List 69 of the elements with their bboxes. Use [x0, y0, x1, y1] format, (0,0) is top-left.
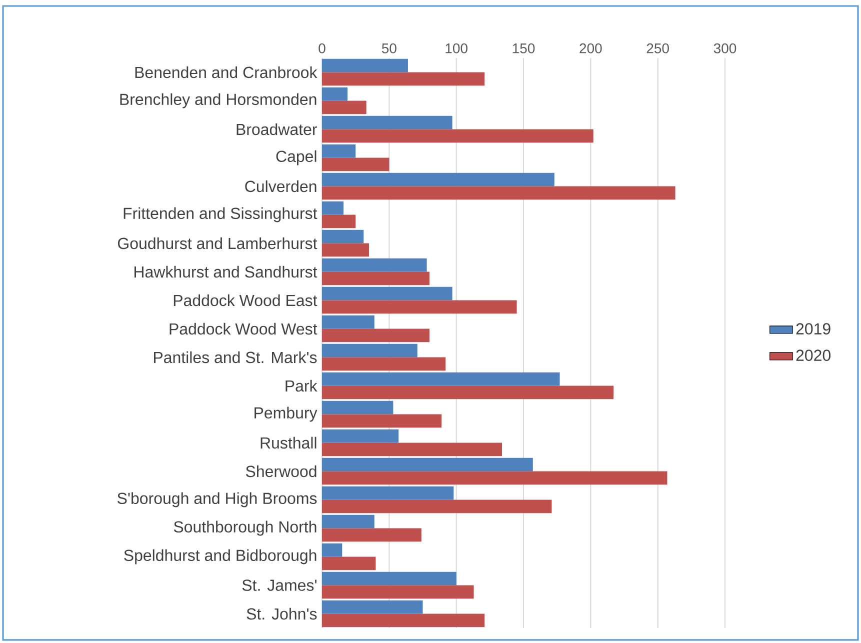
bar	[322, 500, 552, 514]
bar	[322, 58, 408, 72]
bar	[322, 442, 502, 456]
x-tick-label: 100	[446, 43, 468, 54]
y-tick-label: Paddock Wood East	[174, 294, 318, 306]
bar	[322, 87, 348, 101]
bar	[322, 243, 370, 257]
y-tick-label: Hawkhurst and Sandhurst	[134, 266, 318, 278]
x-tick-label: 50	[382, 43, 396, 54]
bar	[322, 614, 485, 628]
y-tick-label: Speldhurst and Bidborough	[124, 549, 316, 564]
y-tick-label: Southborough North	[174, 520, 316, 536]
bar	[322, 486, 454, 500]
bar	[322, 572, 456, 586]
bar	[322, 201, 344, 215]
x-tick-label: 150	[512, 43, 535, 54]
y-tick-label: Benenden and Cranbrook	[135, 66, 318, 78]
y-tick-label: Broadwater	[236, 123, 318, 136]
y-tick-label: Culverden	[245, 180, 316, 192]
y-tick-label: Pembury	[254, 406, 318, 422]
bar	[322, 144, 356, 158]
bar	[322, 600, 423, 614]
bar	[322, 471, 668, 485]
y-tick-label: Paddock Wood West	[170, 322, 318, 335]
bar	[322, 585, 474, 599]
y-tick-label: St. John's	[246, 608, 317, 620]
bar	[322, 556, 376, 570]
y-tick-label: Brenchley and Horsmonden	[120, 93, 316, 108]
bar	[322, 528, 422, 542]
legend-label: 2020	[796, 350, 830, 361]
y-tick-label: Goudhurst and Lamberhurst	[118, 237, 318, 250]
bar	[322, 328, 430, 342]
y-tick-label: Capel	[276, 150, 316, 166]
bar	[322, 400, 394, 414]
bar	[322, 414, 442, 428]
bar	[322, 116, 452, 130]
bar	[322, 286, 452, 300]
y-tick-label: Park	[286, 380, 318, 392]
y-tick-label: Frittenden and Sissinghurst	[124, 207, 318, 222]
bar	[322, 458, 533, 472]
bar	[322, 172, 554, 186]
bar	[322, 429, 399, 443]
bar	[322, 258, 427, 272]
x-tick-label: 300	[714, 43, 736, 54]
x-tick-label: 0	[318, 43, 326, 54]
bar	[322, 214, 356, 228]
bar	[322, 372, 560, 386]
bar	[322, 344, 418, 358]
bar	[322, 186, 676, 200]
bar	[322, 357, 446, 371]
y-tick-label: Rusthall	[260, 436, 316, 449]
bar	[322, 514, 374, 528]
bar	[322, 272, 430, 286]
bar	[322, 543, 342, 557]
x-tick-label: 200	[580, 43, 602, 54]
bar	[322, 158, 390, 172]
y-tick-label: Pantiles and St. Mark's	[154, 351, 317, 364]
y-tick-label: Sherwood	[246, 465, 316, 478]
legend-label: 2019	[796, 323, 830, 334]
bar	[322, 72, 485, 86]
y-tick-label: St. James'	[242, 580, 316, 591]
bar	[322, 315, 374, 329]
y-tick-label: S'borough and High Brooms	[118, 492, 317, 508]
x-tick-label: 250	[646, 43, 669, 54]
bar	[322, 100, 366, 114]
bar	[322, 300, 517, 314]
bar	[322, 129, 594, 143]
bar	[322, 386, 614, 400]
bar	[322, 230, 364, 244]
